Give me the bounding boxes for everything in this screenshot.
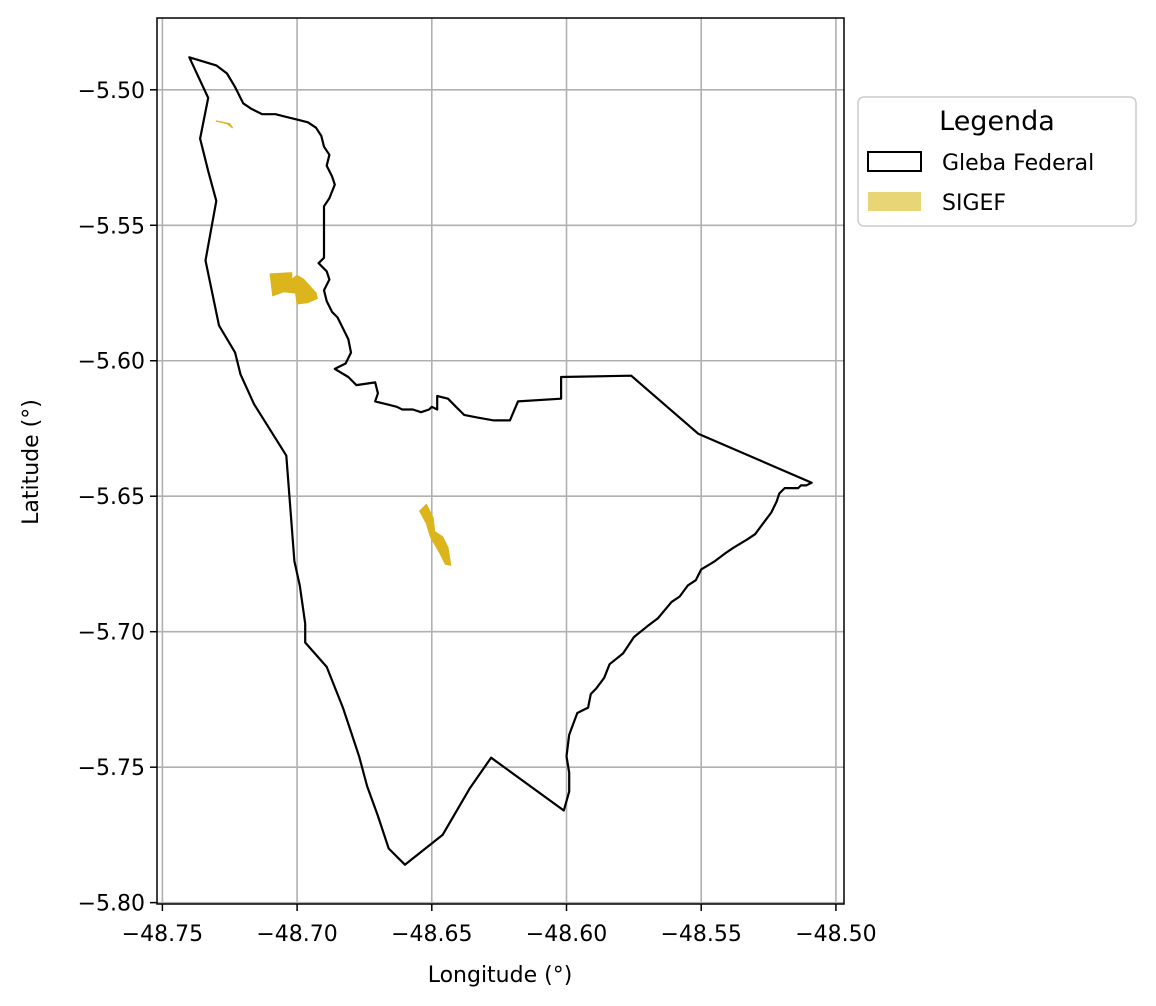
x-tick-label: −48.65 [391, 922, 472, 947]
x-tick-label: −48.75 [122, 922, 203, 947]
y-tick-label: −5.55 [78, 214, 145, 239]
sigef-layer [215, 120, 452, 566]
y-tick-label: −5.70 [78, 621, 145, 646]
legend-frame [857, 96, 1137, 227]
x-tick-label: −48.55 [661, 922, 742, 947]
gridlines [157, 18, 844, 904]
x-tick-label: −48.70 [256, 922, 337, 947]
x-tick-label: −48.60 [526, 922, 607, 947]
legend-swatch-gleba-federal [867, 151, 922, 172]
gleba-federal-outline [188, 56, 813, 866]
y-tick-label: −5.80 [78, 892, 145, 917]
legend-swatch-sigef [868, 192, 921, 211]
x-axis-title: Longitude (°) [428, 963, 573, 988]
y-tick-label: −5.50 [78, 79, 145, 104]
plot-frame [156, 17, 845, 905]
y-axis: −5.50 −5.55 −5.60 −5.65 −5.70 −5.75 −5.80 [78, 79, 157, 917]
x-tick-label: −48.50 [795, 922, 876, 947]
y-tick-label: −5.65 [78, 485, 145, 510]
legend-label-sigef: SIGEF [942, 191, 1006, 216]
sigef-parcel [419, 503, 452, 566]
sigef-parcel [269, 272, 318, 305]
y-tick-label: −5.60 [78, 350, 145, 375]
y-tick-label: −5.75 [78, 756, 145, 781]
legend-label-gleba-federal: Gleba Federal [942, 151, 1094, 176]
legend: Legenda Gleba Federal SIGEF [857, 96, 1137, 227]
gleba-federal-layer [188, 56, 813, 866]
sigef-parcel [215, 120, 233, 129]
legend-title: Legenda [939, 106, 1055, 137]
x-axis: −48.75 −48.70 −48.65 −48.60 −48.55 −48.50 [122, 904, 877, 947]
y-axis-title: Latitude (°) [19, 399, 44, 525]
